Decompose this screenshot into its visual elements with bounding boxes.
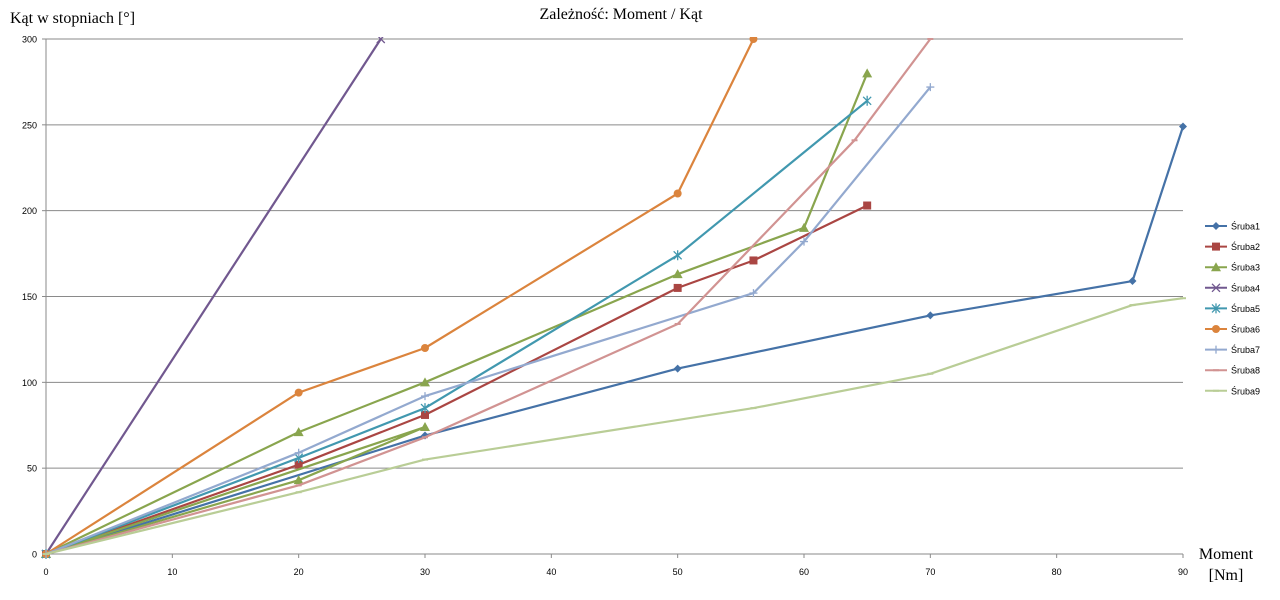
data-point (420, 421, 430, 431)
y-tick-label: 50 (27, 464, 37, 474)
legend-label: Śruba2 (1231, 241, 1260, 252)
x-tick-label: 60 (799, 567, 809, 577)
series-line (45, 126, 1185, 556)
series-line (45, 38, 932, 556)
data-point (863, 201, 872, 210)
data-point (421, 392, 429, 401)
legend-marker (1212, 345, 1220, 354)
legend-marker (1212, 242, 1220, 251)
data-point (294, 448, 303, 457)
data-point (673, 250, 683, 261)
series-6 (42, 37, 758, 558)
legend-item: Śruba8 (1205, 365, 1260, 376)
y-axis-label: Kąt w stopniach [°] (10, 10, 135, 27)
data-point (749, 289, 758, 298)
data-point (421, 410, 429, 419)
legend-item: Śruba9 (1205, 385, 1260, 396)
y-tick-label: 150 (22, 292, 37, 302)
series-7 (42, 83, 935, 558)
data-point (799, 222, 809, 232)
x-tick-label: 0 (43, 567, 48, 577)
legend-marker (1212, 325, 1220, 333)
series-9 (43, 297, 1186, 556)
data-point (376, 37, 386, 44)
series-line (44, 72, 869, 556)
data-point (420, 377, 430, 387)
legend-label: Śruba6 (1231, 324, 1260, 335)
legend-label: Śruba3 (1231, 262, 1260, 273)
data-point (420, 403, 430, 414)
data-point (800, 237, 808, 246)
series-1 (42, 122, 1187, 558)
data-point (926, 83, 935, 92)
data-point (672, 269, 683, 279)
legend-item: Śruba7 (1205, 344, 1260, 355)
data-point (673, 283, 682, 292)
legend-label: Śruba5 (1231, 303, 1260, 314)
x-axis-label-line1: Moment (1199, 546, 1254, 563)
y-tick-label: 300 (22, 35, 37, 45)
legend-item: Śruba6 (1205, 324, 1260, 335)
series-5 (41, 95, 872, 559)
legend-label: Śruba8 (1231, 365, 1260, 376)
data-point (294, 388, 303, 397)
series-line (45, 38, 382, 555)
legend-item: Śruba1 (1205, 221, 1260, 232)
series-2 (42, 201, 872, 558)
legend-item: Śruba3 (1205, 262, 1260, 273)
data-point (673, 189, 682, 198)
x-tick-label: 50 (673, 567, 683, 577)
axes: 0 50 100 150 200 250 300 0 10 20 30 40 50 60 70 80 90 (22, 35, 1188, 578)
x-axis-label-line2: [Nm] (1209, 567, 1244, 584)
legend-marker (1212, 222, 1220, 230)
chart-title: Zależność: Moment / Kąt (539, 6, 703, 23)
x-tick-label: 40 (546, 567, 556, 577)
y-tick-label: 0 (32, 550, 37, 560)
legend-label: Śruba1 (1231, 221, 1260, 232)
data-point (1179, 122, 1187, 131)
legend-label: Śruba4 (1231, 282, 1260, 293)
x-tick-label: 90 (1178, 567, 1188, 577)
data-point (1128, 277, 1137, 286)
legend-label: Śruba7 (1231, 344, 1260, 355)
data-point (293, 427, 304, 437)
data-point (749, 256, 758, 265)
data-point (673, 364, 682, 373)
x-tick-label: 20 (294, 567, 304, 577)
data-point (421, 344, 429, 352)
series-3 (41, 68, 873, 558)
x-tick-label: 70 (925, 567, 935, 577)
data-point (293, 475, 304, 485)
data-point (749, 37, 758, 43)
legend: Śruba1 Śruba2 Śruba3 Śruba4 Śruba5 Śruba6 Śrub… (1205, 221, 1260, 396)
data-point (862, 68, 873, 78)
series-line (45, 86, 932, 556)
series-line (45, 204, 868, 556)
legend-marker (1211, 303, 1221, 314)
data-point (926, 311, 935, 320)
data-point (862, 95, 872, 106)
legend-item: Śruba5 (1205, 303, 1260, 314)
x-tick-label: 80 (1052, 567, 1062, 577)
x-tick-label: 30 (420, 567, 430, 577)
data-point (294, 460, 303, 469)
legend-marker (1211, 262, 1221, 272)
y-tick-label: 250 (22, 120, 37, 130)
x-tick-label: 10 (167, 567, 177, 577)
grid (46, 38, 1183, 469)
legend-item: Śruba4 (1205, 282, 1260, 293)
legend-label: Śruba9 (1231, 385, 1260, 396)
series-layer (41, 37, 1187, 559)
legend-marker (1211, 283, 1221, 293)
y-tick-label: 200 (22, 206, 37, 216)
legend-item: Śruba2 (1205, 241, 1260, 252)
y-tick-label: 100 (22, 378, 37, 388)
